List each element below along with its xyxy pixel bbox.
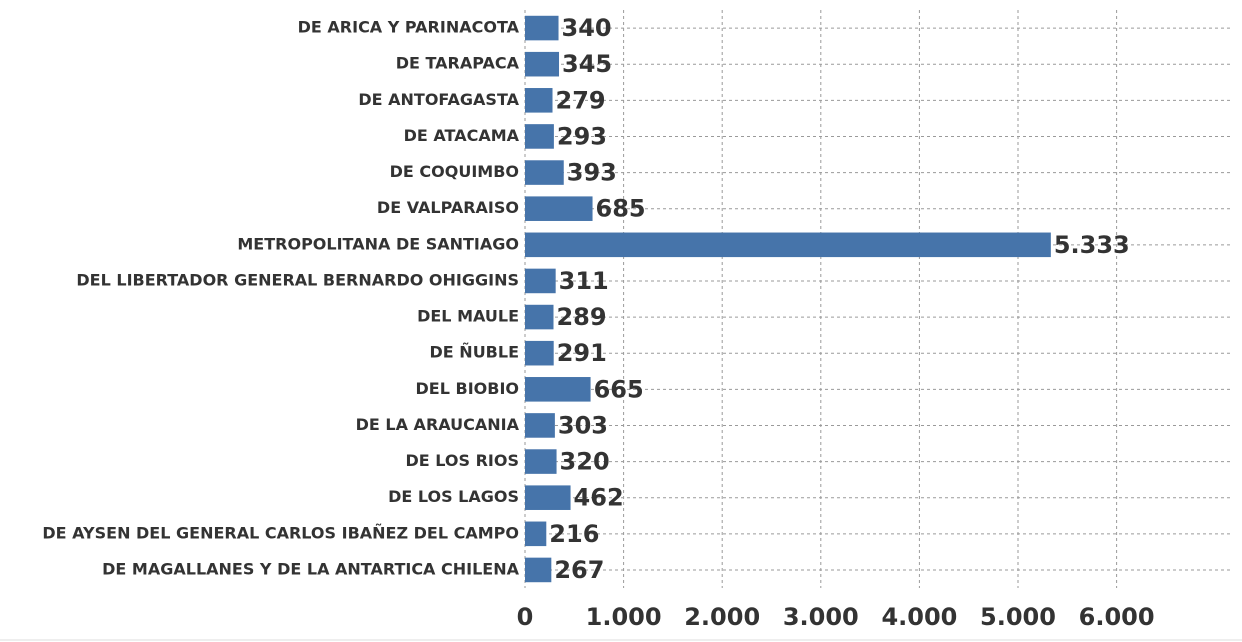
value-label: 291: [557, 339, 607, 367]
category-label: DE VALPARAISO: [377, 198, 519, 217]
value-label: 5.333: [1054, 231, 1130, 259]
x-tick-label: 0: [517, 603, 534, 631]
x-tick-label: 3.000: [783, 603, 859, 631]
category-label: DE ÑUBLE: [430, 343, 519, 362]
category-label: DE ARICA Y PARINACOTA: [298, 18, 520, 37]
x-tick-label: 1.000: [586, 603, 662, 631]
category-label: DEL LIBERTADOR GENERAL BERNARDO OHIGGINS: [76, 270, 519, 289]
value-label: 311: [559, 267, 609, 295]
bar: [525, 15, 559, 41]
bar: [525, 268, 556, 294]
category-label: DE LOS RIOS: [406, 451, 520, 470]
bar: [525, 449, 557, 474]
x-tick-label: 2.000: [684, 603, 760, 631]
value-label: 685: [596, 195, 646, 223]
value-label: 303: [558, 411, 608, 439]
bar: [525, 377, 591, 402]
bar: [525, 88, 553, 113]
bar: [525, 485, 571, 510]
value-label: 320: [560, 448, 610, 476]
value-label: 289: [556, 303, 606, 331]
category-label: DE ATACAMA: [404, 126, 520, 145]
value-label: 665: [594, 375, 644, 403]
bar: [525, 304, 554, 330]
bar: [525, 413, 555, 438]
category-label: DE LA ARAUCANIA: [356, 415, 520, 434]
value-label: 293: [557, 122, 607, 150]
value-label: 345: [562, 50, 612, 78]
bar: [525, 340, 554, 366]
bar: [525, 557, 552, 583]
value-label: 462: [574, 484, 624, 512]
bar: [525, 160, 564, 185]
value-label: 267: [554, 556, 604, 584]
x-tick-label: 6.000: [1079, 603, 1155, 631]
bar: [525, 124, 554, 149]
bar: [525, 232, 1051, 258]
category-label: DEL BIOBIO: [416, 379, 519, 398]
value-label: 340: [562, 14, 612, 42]
value-label: 279: [556, 86, 606, 114]
category-label: DE TARAPACA: [396, 54, 520, 73]
x-tick-label: 4.000: [881, 603, 957, 631]
category-label: DE MAGALLANES Y DE LA ANTARTICA CHILENA: [102, 559, 519, 578]
bar: [525, 521, 547, 547]
value-label: 216: [549, 520, 599, 548]
category-label: METROPOLITANA DE SANTIAGO: [237, 234, 519, 253]
bar: [525, 51, 560, 77]
category-label: DE AYSEN DEL GENERAL CARLOS IBAÑEZ DEL C…: [42, 523, 519, 542]
category-label: DE LOS LAGOS: [388, 487, 519, 506]
value-label: 393: [567, 159, 617, 187]
category-label: DEL MAULE: [417, 307, 519, 326]
x-tick-label: 5.000: [980, 603, 1056, 631]
category-label: DE COQUIMBO: [390, 162, 519, 181]
category-label: DE ANTOFAGASTA: [358, 90, 519, 109]
bar: [525, 196, 593, 221]
